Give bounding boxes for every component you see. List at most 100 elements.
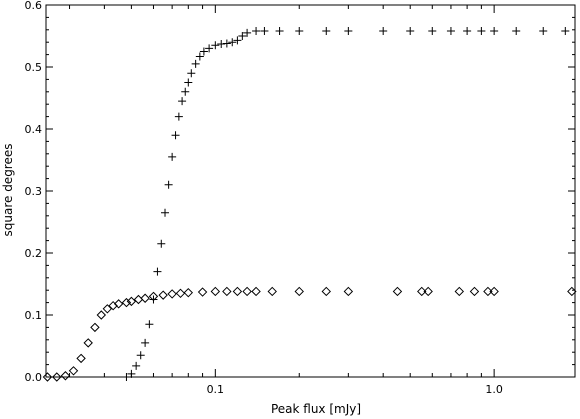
series-layer: [42, 27, 577, 382]
plus-point: [490, 27, 499, 36]
y-tick-label: 0.1: [25, 309, 43, 322]
x-tick-label: 0.1: [207, 383, 225, 396]
diamond-point: [175, 288, 186, 299]
plus-point: [463, 27, 472, 36]
diamond-point: [90, 322, 100, 333]
plus-point: [184, 78, 193, 87]
plus-point: [211, 41, 220, 50]
y-tick-label: 0.5: [25, 61, 43, 74]
plus-point: [205, 44, 214, 53]
diamond-point: [483, 286, 493, 297]
plus-point: [161, 208, 170, 217]
diamond-point: [158, 290, 168, 300]
y-tick-label: 0.2: [25, 247, 43, 260]
series-1: [42, 286, 577, 382]
plus-point: [446, 27, 455, 36]
diamond-point: [222, 286, 232, 297]
plus-point: [149, 295, 158, 304]
diamond-point: [392, 286, 403, 297]
plus-point: [187, 69, 196, 78]
diamond-point: [148, 291, 159, 302]
plus-point: [171, 131, 180, 140]
diamond-point: [167, 289, 177, 299]
y-axis-title: square degrees: [1, 144, 15, 237]
diamond-point: [102, 304, 113, 314]
diamond-point: [454, 286, 465, 297]
diamond-point: [321, 286, 331, 297]
plus-point: [222, 39, 231, 48]
y-tick-label: 0.6: [25, 0, 43, 12]
plus-point: [275, 27, 284, 36]
plus-point: [168, 152, 177, 161]
x-tick-label: 1.0: [485, 383, 503, 396]
diamond-point: [126, 296, 137, 307]
plus-point: [512, 27, 521, 36]
plot-frame: [45, 4, 576, 378]
y-axis: 0.0 0.1 0.2 0.3 0.4 0.5 0.6: [25, 0, 575, 384]
plus-point: [195, 52, 204, 61]
plus-point: [164, 180, 173, 189]
plus-point: [153, 267, 162, 276]
plus-point: [199, 47, 208, 56]
plus-point: [406, 27, 415, 36]
diamond-point: [68, 366, 79, 376]
plus-point: [322, 27, 331, 36]
plus-point: [539, 27, 548, 36]
plus-point: [228, 38, 237, 47]
diamond-point: [242, 286, 252, 297]
plus-point: [561, 27, 570, 36]
diamond-point: [197, 287, 208, 297]
plus-point: [141, 338, 150, 347]
diamond-point: [133, 294, 144, 305]
diamond-point: [83, 338, 93, 348]
diamond-point: [567, 286, 577, 297]
plus-point: [252, 27, 261, 36]
plus-point: [157, 239, 166, 248]
diamond-point: [113, 299, 124, 309]
diamond-point: [121, 297, 132, 308]
diamond-point: [343, 286, 354, 297]
diamond-point: [76, 353, 86, 364]
plus-point: [122, 373, 131, 381]
diamond-point: [489, 286, 499, 297]
plus-point: [217, 40, 226, 49]
plus-point: [132, 361, 141, 370]
plus-point: [295, 27, 304, 36]
diamond-point: [417, 286, 427, 297]
diamond-point: [183, 287, 194, 298]
plus-point: [243, 28, 252, 37]
plus-point: [127, 369, 136, 378]
plus-point: [191, 59, 200, 68]
plus-point: [428, 27, 437, 36]
plus-point: [145, 320, 154, 329]
diamond-point: [52, 372, 62, 382]
diamond-point: [267, 286, 277, 297]
diamond-point: [60, 371, 71, 381]
plus-point: [233, 36, 242, 45]
diamond-point: [251, 286, 261, 297]
x-axis: 0.1 1.0: [69, 5, 503, 396]
plus-point: [344, 27, 353, 36]
diamond-point: [42, 372, 53, 382]
series-0: [122, 27, 570, 381]
diamond-point: [210, 286, 221, 297]
diamond-point: [469, 286, 480, 297]
plus-point: [181, 87, 190, 96]
plot-border: [45, 4, 576, 378]
y-tick-label: 0.4: [25, 123, 43, 136]
diamond-point: [96, 310, 107, 320]
diamond-point: [140, 293, 150, 303]
plus-point: [379, 27, 388, 36]
diamond-point: [294, 286, 304, 297]
plus-point: [178, 97, 187, 106]
plus-point: [477, 27, 486, 36]
plus-point: [174, 112, 183, 121]
y-tick-label: 0.0: [25, 371, 43, 384]
plus-point: [136, 351, 145, 360]
plus-point: [238, 32, 247, 40]
diamond-point: [423, 286, 433, 297]
plus-point: [260, 27, 269, 36]
y-tick-label: 0.3: [25, 185, 43, 198]
x-axis-title: Peak flux [mJy]: [271, 402, 361, 416]
